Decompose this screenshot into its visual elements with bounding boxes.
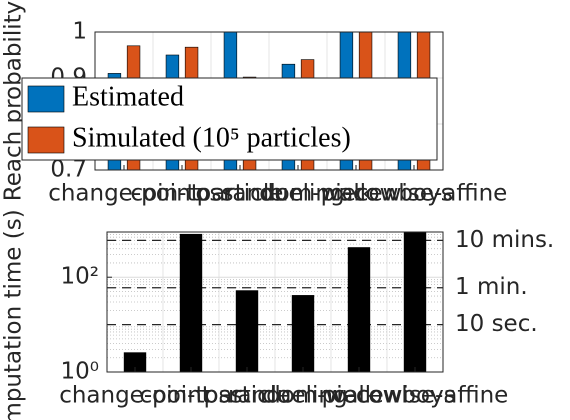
bar xyxy=(403,232,427,372)
x-tick-label: coin-toss xyxy=(139,383,242,409)
y-tick-label: 10⁰ xyxy=(61,359,100,385)
legend-label: Simulated (10⁵ particles) xyxy=(72,122,351,153)
x-tick-label: random-walk xyxy=(223,181,374,207)
legend-swatch xyxy=(27,85,65,113)
y-tick-label: 1 xyxy=(72,19,87,45)
legend-label: Estimated xyxy=(72,81,184,112)
x-tick-label: dueling-cowboys xyxy=(262,383,455,409)
legend: Estimated Simulated (10⁵ particles) xyxy=(21,77,438,161)
x-tick-label: change-point xyxy=(48,181,200,207)
x-tick-label: piecewise-affine xyxy=(321,181,508,207)
reference-label: 1 min. xyxy=(455,274,528,300)
bar xyxy=(235,290,259,372)
bar xyxy=(123,352,147,372)
y-tick-label: 0.7 xyxy=(50,157,87,183)
bar xyxy=(179,233,203,372)
bar xyxy=(291,295,315,372)
reference-label: 10 sec. xyxy=(455,311,538,337)
bar xyxy=(347,247,371,372)
x-tick-label: particle xyxy=(197,181,284,207)
x-tick-label: change-point xyxy=(59,383,211,409)
reference-label: 10 mins. xyxy=(455,227,554,253)
y-tick-label: 10² xyxy=(61,264,100,290)
y-axis-label: Computation time (s) xyxy=(1,209,27,420)
legend-box xyxy=(21,77,438,161)
x-tick-label: dueling-cowboys xyxy=(259,181,452,207)
x-tick-label: piecewise-affine xyxy=(322,383,509,409)
x-tick-label: random-walk xyxy=(228,383,379,409)
axes-box xyxy=(106,231,444,373)
x-tick-label: coin-toss xyxy=(130,181,233,207)
legend-swatch xyxy=(27,126,65,154)
x-tick-label: particle xyxy=(204,383,291,409)
